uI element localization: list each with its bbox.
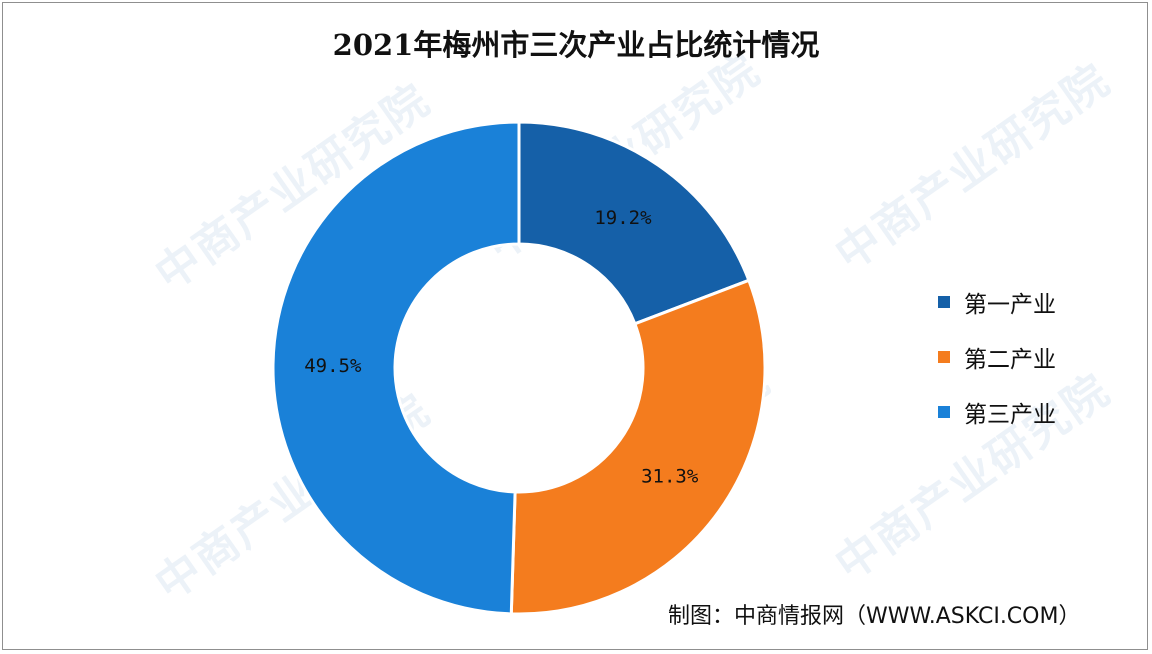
legend: 第一产业 第二产业 第三产业	[938, 288, 1056, 453]
legend-label: 第一产业	[964, 292, 1056, 318]
legend-swatch	[938, 406, 950, 418]
legend-item: 第二产业	[938, 343, 1056, 373]
donut-slice-1	[517, 120, 751, 326]
data-label-1: 19.2%	[594, 207, 652, 229]
chart-title: 2021年梅州市三次产业占比统计情况	[332, 28, 820, 62]
donut-slice-3	[271, 120, 521, 616]
data-label-3: 49.5%	[304, 355, 362, 377]
legend-label: 第三产业	[964, 402, 1056, 428]
donut-slice-2	[509, 278, 767, 616]
data-label-2: 31.3%	[641, 465, 699, 487]
legend-item: 第一产业	[938, 288, 1056, 318]
legend-swatch	[938, 296, 950, 308]
source-credit: 制图：中商情报网（WWW.ASKCI.COM）	[668, 604, 1081, 629]
legend-swatch	[938, 351, 950, 363]
legend-item: 第三产业	[938, 398, 1056, 428]
legend-label: 第二产业	[964, 347, 1056, 373]
